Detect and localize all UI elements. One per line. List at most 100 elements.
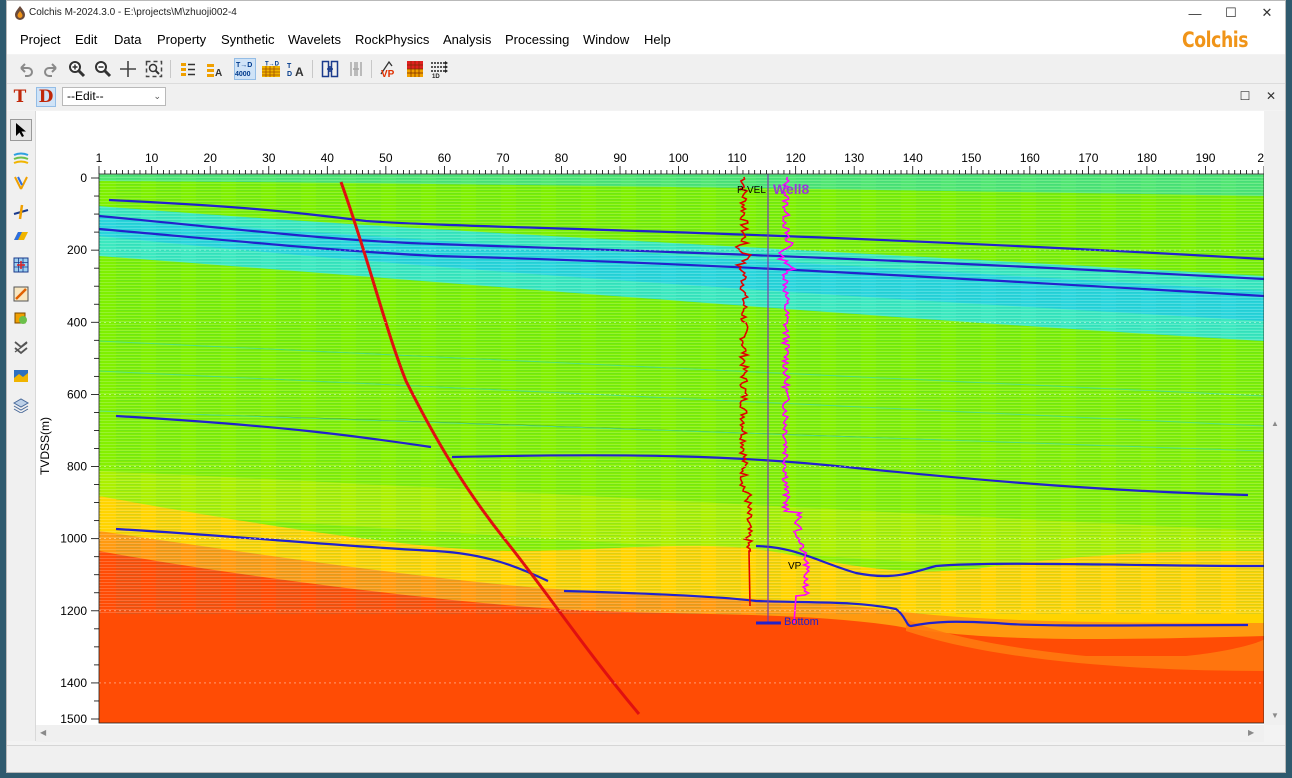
svg-text:D: D (287, 71, 292, 78)
y-tick-label: 0 (80, 171, 87, 185)
wiggle-display-icon[interactable] (177, 58, 199, 80)
pointer-icon[interactable] (10, 119, 32, 141)
svg-text:T→D: T→D (236, 62, 252, 69)
minimize-button[interactable]: — (1188, 5, 1202, 21)
geobody-icon[interactable] (10, 307, 32, 329)
x-tick-label: 130 (844, 151, 864, 165)
horizon-pick-icon[interactable] (10, 201, 32, 223)
edit-bar: T D --Edit-- ⌄ ☐ ✕ (7, 84, 1285, 110)
toolbar-separator (312, 60, 313, 78)
y-tick-label: 400 (67, 315, 87, 329)
menu-synthetic[interactable]: Synthetic (221, 32, 275, 47)
fault-pick-icon[interactable] (10, 172, 32, 194)
y-tick-label: 1500 (60, 712, 87, 725)
menu-window[interactable]: Window (583, 32, 630, 47)
vertical-scrollbar[interactable]: ▲ ▼ (1264, 111, 1285, 725)
x-tick-label: 20 (1257, 151, 1264, 165)
zoom-in-icon[interactable] (66, 58, 88, 80)
zoom-out-icon[interactable] (92, 58, 114, 80)
app-logo-icon (15, 6, 25, 20)
horizontal-scrollbar[interactable]: ◀ ▶ (36, 725, 1264, 742)
log-vp-curve (776, 176, 811, 624)
x-tick-label: 80 (555, 151, 569, 165)
draw-line-icon[interactable] (10, 283, 32, 305)
menu-edit[interactable]: Edit (75, 32, 98, 47)
svg-text:T→D: T→D (265, 62, 280, 68)
arrows-1d-icon[interactable]: 1D (429, 58, 451, 80)
zoom-fit-icon[interactable] (143, 58, 165, 80)
td-grid-icon[interactable]: T→D (260, 58, 282, 80)
x-tick-label: 30 (262, 151, 276, 165)
x-tick-label: 50 (379, 151, 393, 165)
depth-mode-button[interactable]: D (36, 87, 56, 107)
seismic-section-view[interactable]: 1 10 20 30 40 50 60 70 80 90 100 110 120 130 140 150 160… (36, 111, 1271, 726)
scroll-left-arrow-icon[interactable]: ◀ (40, 728, 47, 737)
close-button[interactable]: ✕ (1261, 5, 1273, 20)
menu-analysis[interactable]: Analysis (443, 32, 492, 47)
well-marker-label: Bottom (784, 616, 819, 628)
panel-restore-button[interactable]: ☐ (1239, 89, 1251, 103)
y-tick-label: 200 (67, 243, 87, 257)
horizon-layers-icon[interactable] (10, 148, 32, 170)
split-trace-icon[interactable] (345, 58, 367, 80)
toolbar-separator (170, 60, 171, 78)
x-tick-label: 100 (669, 151, 689, 165)
x-tick-label: 110 (728, 151, 747, 165)
edit-mode-select[interactable]: --Edit-- ⌄ (62, 87, 166, 106)
scroll-right-arrow-icon[interactable]: ▶ (1248, 728, 1255, 737)
seismic-section-svg[interactable]: 1 10 20 30 40 50 60 70 80 90 100 110 120 130 140 150 160… (36, 111, 1271, 726)
pan-crosshair-icon[interactable] (117, 58, 139, 80)
scroll-down-arrow-icon[interactable]: ▼ (1271, 711, 1279, 720)
scroll-up-arrow-icon[interactable]: ▲ (1271, 419, 1279, 428)
undo-icon[interactable] (15, 58, 37, 80)
redo-icon[interactable] (40, 58, 62, 80)
seismic-amplitude-image (99, 174, 1264, 723)
svg-text:A: A (215, 68, 222, 78)
menu-help[interactable]: Help (644, 32, 671, 47)
surface-icon[interactable] (10, 225, 32, 247)
menu-rockphysics[interactable]: RockPhysics (355, 32, 430, 47)
color-grid-icon[interactable] (404, 58, 426, 80)
title-bar: Colchis M-2024.3.0 - E:\projects\M\zhuoj… (7, 1, 1285, 25)
left-toolbar (7, 111, 36, 741)
variable-area-icon[interactable]: A (203, 58, 225, 80)
menu-bar: Project Edit Data Property Synthetic Wav… (7, 25, 1285, 54)
grid-select-icon[interactable] (10, 254, 32, 276)
menu-processing[interactable]: Processing (505, 32, 570, 47)
x-tick-label: 190 (1195, 151, 1215, 165)
td-4000-icon[interactable]: T→D 4000 (234, 58, 256, 80)
x-tick-label: 40 (321, 151, 335, 165)
insert-trace-icon[interactable] (319, 58, 341, 80)
y-tick-label: 600 (67, 387, 87, 401)
x-tick-label: 70 (496, 151, 510, 165)
panel-close-button[interactable]: ✕ (1265, 89, 1277, 103)
velocity-icon[interactable]: VP (378, 58, 400, 80)
x-tick-label: 10 (145, 151, 159, 165)
log-pvel-label: P-VEL (737, 185, 766, 196)
menu-property[interactable]: Property (157, 32, 207, 47)
menu-data[interactable]: Data (114, 32, 142, 47)
menu-project[interactable]: Project (20, 32, 61, 47)
window-title: Colchis M-2024.3.0 - E:\projects\M\zhuoj… (29, 7, 237, 18)
x-tick-label: 170 (1078, 151, 1098, 165)
x-axis: 1 10 20 30 40 50 60 70 80 90 100 110 120 130 140 150 160… (96, 151, 1271, 174)
x-tick-label: 1 (96, 151, 103, 165)
menu-wavelets[interactable]: Wavelets (288, 32, 341, 47)
x-tick-label: 60 (438, 151, 452, 165)
y-tick-label: 1400 (60, 676, 87, 690)
x-tick-label: 150 (961, 151, 981, 165)
time-mode-button[interactable]: T (13, 87, 27, 107)
image-section-icon[interactable] (10, 365, 32, 387)
svg-text:VP: VP (381, 69, 395, 78)
y-tick-label: 800 (67, 460, 87, 474)
crossline-icon[interactable] (10, 336, 32, 358)
x-tick-label: 140 (903, 151, 923, 165)
x-tick-label: 180 (1137, 151, 1157, 165)
toolbar-separator (371, 60, 372, 78)
layer-stack-icon[interactable] (10, 394, 32, 416)
maximize-button[interactable]: ☐ (1225, 5, 1237, 20)
horizon-lines (99, 198, 1264, 628)
svg-text:4000: 4000 (235, 71, 251, 78)
